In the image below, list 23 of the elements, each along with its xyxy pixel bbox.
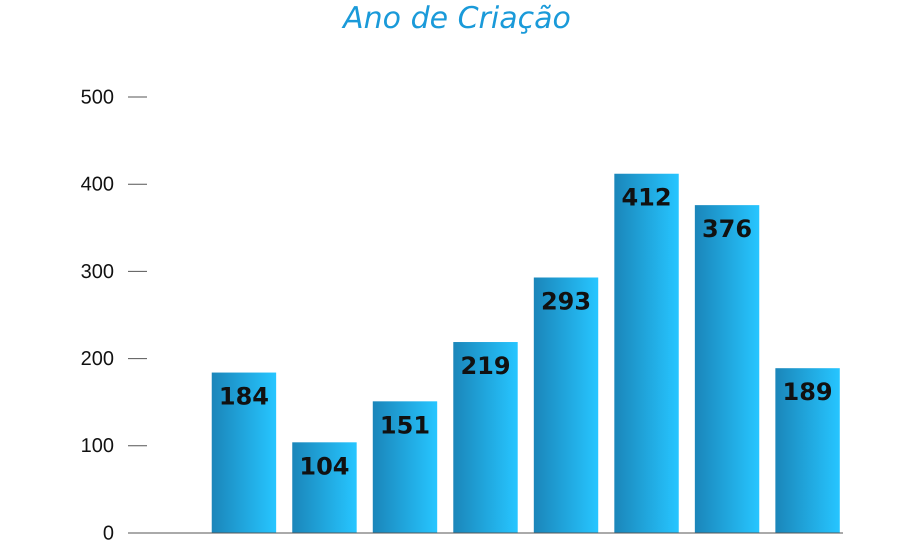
chart-title: Ano de Criação	[341, 1, 571, 36]
bar	[372, 401, 438, 533]
y-tick-label: 500	[80, 86, 114, 108]
data-label: 189	[782, 378, 833, 406]
data-label: 219	[460, 352, 511, 380]
bar	[614, 174, 679, 533]
data-label: 293	[540, 288, 592, 316]
data-label: 376	[702, 215, 752, 244]
data-label: 412	[621, 184, 672, 212]
y-tick-label: 300	[80, 260, 114, 283]
bar	[694, 205, 760, 533]
data-label: 151	[380, 411, 430, 440]
data-label: 104	[299, 452, 350, 480]
bar	[453, 342, 518, 533]
data-label: 184	[218, 382, 269, 411]
bar	[212, 372, 276, 533]
y-tick-label: 0	[102, 522, 114, 544]
bar	[534, 278, 598, 533]
y-tick-label: 400	[80, 174, 114, 196]
y-tick-label: 100	[80, 435, 114, 458]
bar	[292, 442, 357, 533]
bar	[775, 368, 840, 533]
y-tick-label: 200	[80, 348, 114, 370]
